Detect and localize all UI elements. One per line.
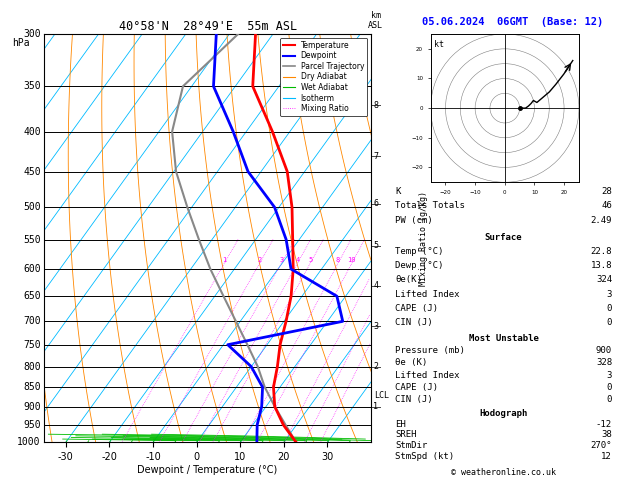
Text: -12: -12 (596, 420, 612, 429)
Text: StmDir: StmDir (395, 441, 427, 450)
Text: 0: 0 (606, 304, 612, 313)
Text: LCL: LCL (374, 391, 389, 399)
Text: Hodograph: Hodograph (479, 409, 528, 418)
Text: PW (cm): PW (cm) (395, 216, 433, 225)
Text: 2.49: 2.49 (591, 216, 612, 225)
Text: 550: 550 (23, 235, 41, 244)
Text: 600: 600 (23, 264, 41, 274)
Text: 6: 6 (374, 199, 378, 208)
Text: 650: 650 (23, 291, 41, 301)
Text: θe(K): θe(K) (395, 276, 422, 284)
Text: km
ASL: km ASL (369, 11, 383, 30)
Text: 270°: 270° (591, 441, 612, 450)
Text: 38: 38 (601, 431, 612, 439)
Text: 0: 0 (606, 383, 612, 392)
Text: 7: 7 (374, 152, 378, 160)
Text: © weatheronline.co.uk: © weatheronline.co.uk (451, 468, 555, 477)
Text: 350: 350 (23, 81, 41, 91)
Text: Dewp (°C): Dewp (°C) (395, 261, 443, 270)
Text: 1: 1 (222, 258, 226, 263)
Text: 450: 450 (23, 167, 41, 176)
Text: StmSpd (kt): StmSpd (kt) (395, 452, 454, 461)
Text: 28: 28 (601, 187, 612, 196)
Text: 400: 400 (23, 126, 41, 137)
Text: 850: 850 (23, 382, 41, 392)
Text: CAPE (J): CAPE (J) (395, 304, 438, 313)
Text: 750: 750 (23, 340, 41, 350)
Text: SREH: SREH (395, 431, 416, 439)
Text: Totals Totals: Totals Totals (395, 201, 465, 210)
Text: 3: 3 (606, 370, 612, 380)
Text: 328: 328 (596, 359, 612, 367)
Text: 324: 324 (596, 276, 612, 284)
Text: Pressure (mb): Pressure (mb) (395, 346, 465, 355)
Text: 2: 2 (257, 258, 262, 263)
Text: 5: 5 (374, 241, 378, 250)
Text: CIN (J): CIN (J) (395, 395, 433, 404)
Text: 05.06.2024  06GMT  (Base: 12): 05.06.2024 06GMT (Base: 12) (422, 17, 603, 27)
Text: 1000: 1000 (17, 437, 41, 447)
Text: 500: 500 (23, 202, 41, 212)
Text: 12: 12 (601, 452, 612, 461)
Text: 46: 46 (601, 201, 612, 210)
Text: 300: 300 (23, 29, 41, 39)
Text: 0: 0 (606, 395, 612, 404)
Text: kt: kt (433, 40, 443, 49)
Legend: Temperature, Dewpoint, Parcel Trajectory, Dry Adiabat, Wet Adiabat, Isotherm, Mi: Temperature, Dewpoint, Parcel Trajectory… (280, 38, 367, 116)
Text: 3: 3 (279, 258, 284, 263)
Text: CAPE (J): CAPE (J) (395, 383, 438, 392)
Text: Most Unstable: Most Unstable (469, 334, 538, 343)
Text: 900: 900 (23, 401, 41, 412)
Text: Temp (°C): Temp (°C) (395, 247, 443, 256)
Text: Mixing Ratio (g/kg): Mixing Ratio (g/kg) (419, 191, 428, 286)
Text: hPa: hPa (13, 38, 30, 48)
Text: 3: 3 (606, 290, 612, 298)
Text: 4: 4 (374, 281, 378, 290)
Text: Lifted Index: Lifted Index (395, 290, 460, 298)
Text: 5: 5 (308, 258, 313, 263)
Text: 2: 2 (374, 362, 378, 371)
Text: θe (K): θe (K) (395, 359, 427, 367)
Text: Lifted Index: Lifted Index (395, 370, 460, 380)
Text: 10: 10 (347, 258, 356, 263)
Text: 22.8: 22.8 (591, 247, 612, 256)
Text: 8: 8 (336, 258, 340, 263)
Title: 40°58'N  28°49'E  55m ASL: 40°58'N 28°49'E 55m ASL (118, 20, 297, 33)
Text: 800: 800 (23, 362, 41, 372)
Text: CIN (J): CIN (J) (395, 318, 433, 327)
Text: 950: 950 (23, 420, 41, 430)
Text: 3: 3 (374, 322, 378, 330)
Text: 700: 700 (23, 316, 41, 326)
Text: K: K (395, 187, 401, 196)
Text: Surface: Surface (485, 233, 522, 242)
Text: 0: 0 (606, 318, 612, 327)
Text: 900: 900 (596, 346, 612, 355)
X-axis label: Dewpoint / Temperature (°C): Dewpoint / Temperature (°C) (138, 465, 277, 475)
Text: EH: EH (395, 420, 406, 429)
Text: 8: 8 (374, 101, 378, 110)
Text: 4: 4 (295, 258, 299, 263)
Text: 1: 1 (374, 402, 378, 411)
Text: 13.8: 13.8 (591, 261, 612, 270)
